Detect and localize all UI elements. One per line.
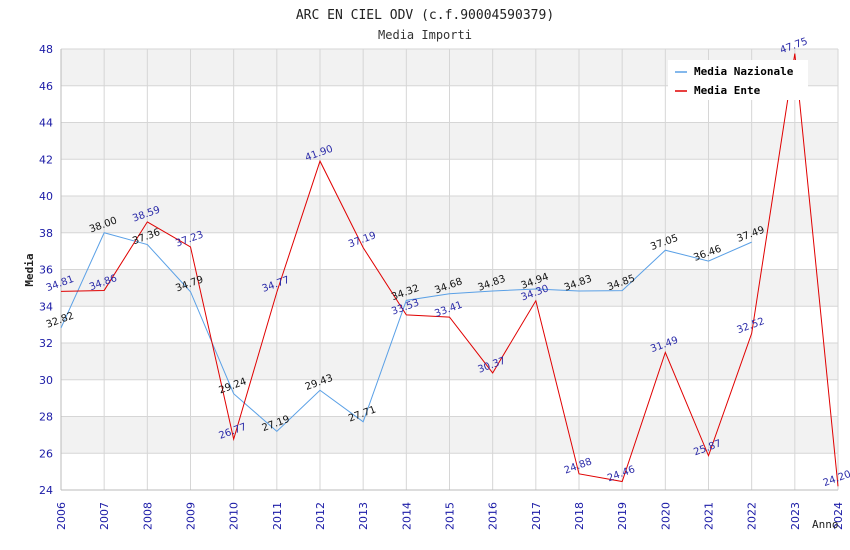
x-tick-label: 2011 bbox=[271, 502, 284, 530]
y-tick-label: 46 bbox=[39, 80, 53, 93]
y-tick-labels: 24 26 28 30 32 34 36 38 40 42 44 46 48 bbox=[39, 43, 53, 497]
y-tick-label: 28 bbox=[39, 411, 53, 424]
series-line-nazionale bbox=[60, 232, 752, 433]
x-tick-label: 2013 bbox=[357, 502, 370, 530]
y-tick-label: 48 bbox=[39, 43, 53, 56]
x-tick-label: 2018 bbox=[573, 502, 586, 530]
y-tick-label: 32 bbox=[39, 337, 53, 350]
x-tick-label: 2008 bbox=[141, 502, 154, 530]
x-tick-label: 2010 bbox=[228, 502, 241, 530]
x-tick-label: 2023 bbox=[789, 502, 802, 530]
x-tick-label: 2020 bbox=[659, 502, 672, 530]
x-tick-label: 2009 bbox=[185, 502, 198, 530]
chart-subtitle: Media Importi bbox=[378, 28, 472, 42]
x-tick-label: 2007 bbox=[98, 502, 111, 530]
legend: Media Nazionale Media Ente bbox=[668, 60, 808, 100]
gridlines bbox=[60, 48, 839, 491]
y-tick-label: 44 bbox=[39, 117, 53, 130]
x-tick-label: 2006 bbox=[55, 502, 68, 530]
legend-label-ente: Media Ente bbox=[694, 84, 761, 97]
y-tick-label: 42 bbox=[39, 153, 53, 166]
y-tick-label: 38 bbox=[39, 227, 53, 240]
x-tick-labels: 2006 2007 2008 2009 2010 2011 2012 2013 2014 2015… bbox=[55, 502, 845, 530]
data-label-ente: 24.20 bbox=[822, 469, 850, 489]
x-tick-label: 2016 bbox=[487, 502, 500, 530]
data-label-nazionale: 32.82 bbox=[45, 311, 76, 331]
x-tick-label: 2021 bbox=[703, 502, 716, 530]
x-axis-label: Anno bbox=[812, 518, 839, 531]
y-tick-label: 40 bbox=[39, 190, 53, 203]
x-tick-label: 2024 bbox=[832, 502, 845, 530]
y-tick-label: 34 bbox=[39, 300, 53, 313]
y-axis-label: Media bbox=[23, 253, 36, 286]
x-tick-label: 2015 bbox=[444, 502, 457, 530]
data-label-ente: 24.88 bbox=[563, 456, 594, 476]
x-tick-label: 2012 bbox=[314, 502, 327, 530]
data-label-nazionale: 37.05 bbox=[649, 233, 680, 253]
x-tick-label: 2014 bbox=[400, 502, 413, 530]
chart-title: ARC EN CIEL ODV (c.f.90004590379) bbox=[296, 8, 554, 23]
y-tick-label: 26 bbox=[39, 447, 53, 460]
x-tick-label: 2019 bbox=[616, 502, 629, 530]
x-tick-label: 2022 bbox=[746, 502, 759, 530]
y-tick-label: 24 bbox=[39, 484, 53, 497]
y-tick-label: 36 bbox=[39, 264, 53, 277]
x-tick-label: 2017 bbox=[530, 502, 543, 530]
axes bbox=[60, 49, 838, 491]
legend-box bbox=[668, 60, 808, 100]
legend-label-nazionale: Media Nazionale bbox=[694, 65, 794, 78]
data-label-ente: 32.52 bbox=[735, 316, 766, 336]
series-lines bbox=[60, 53, 839, 487]
series-line-ente bbox=[60, 53, 839, 487]
y-tick-label: 30 bbox=[39, 374, 53, 387]
